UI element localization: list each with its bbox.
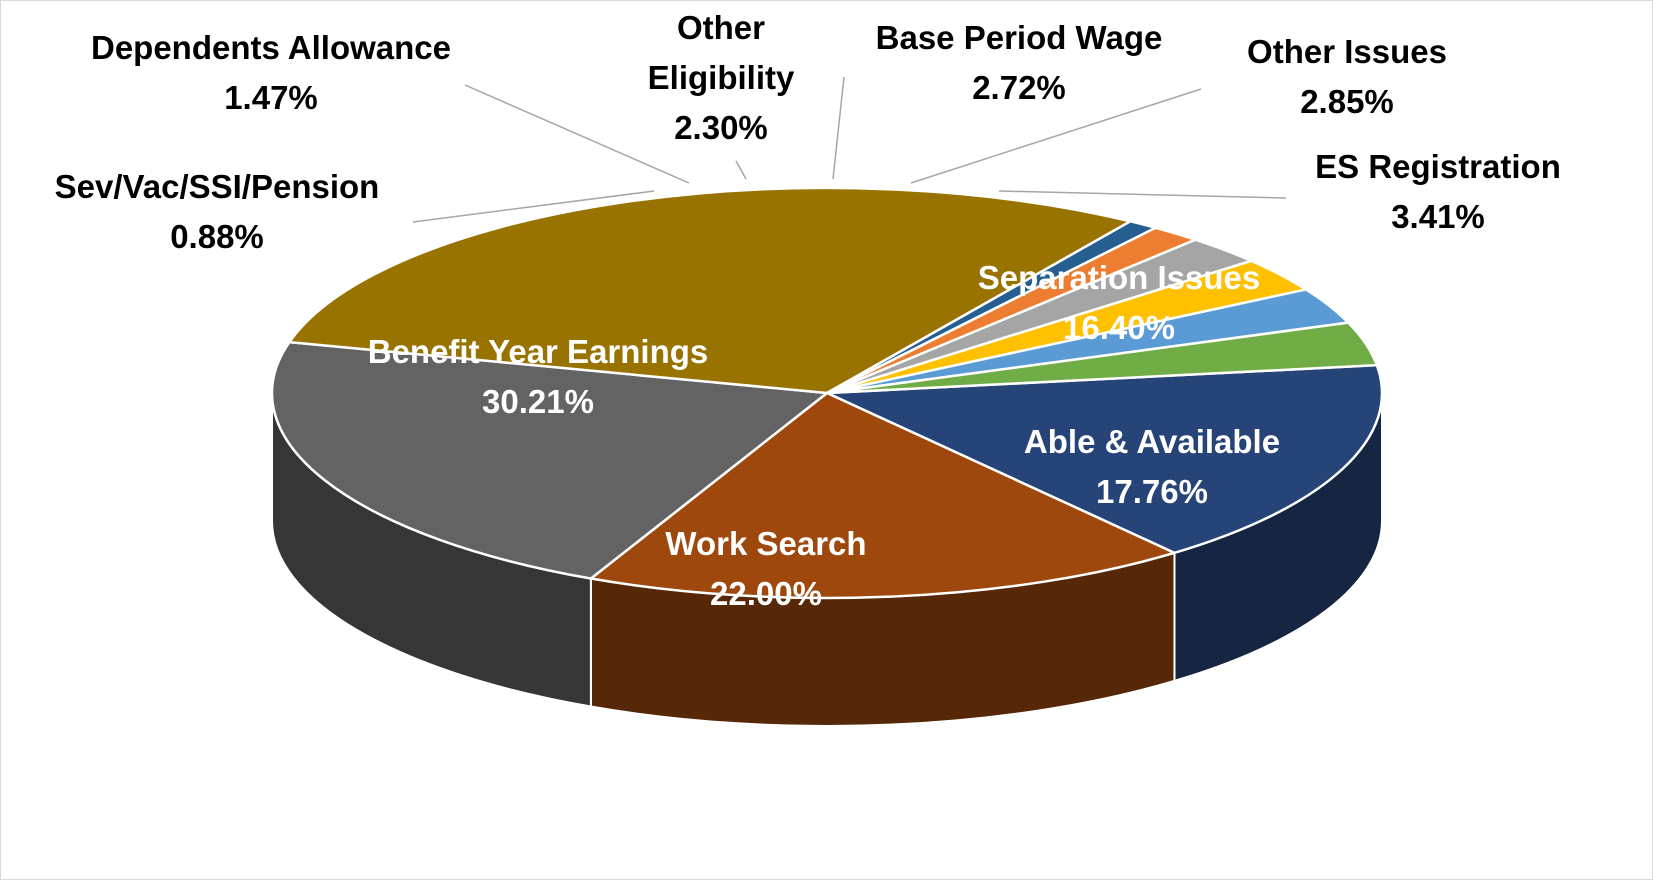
percentage-label: 2.30% (674, 109, 768, 146)
category-label: Base Period Wage (876, 19, 1163, 56)
data-label-sev-vac-ssi-pension: Sev/Vac/SSI/Pension 0.88% (55, 168, 380, 255)
pie-slice-es-registration (825, 321, 1379, 395)
category-label: ES Registration (1315, 148, 1561, 185)
percentage-label: 3.41% (1391, 198, 1485, 235)
category-label: Eligibility (648, 59, 795, 96)
category-label: Dependents Allowance (91, 29, 451, 66)
percentage-label: 16.40% (1063, 309, 1175, 346)
pie-slice-work-search (270, 340, 829, 580)
percentage-label: 22.00% (710, 575, 822, 612)
category-label: Sev/Vac/SSI/Pension (55, 168, 380, 205)
data-label-es-registration: ES Registration 3.41% (1315, 148, 1561, 235)
percentage-label: 17.76% (1096, 473, 1208, 510)
pie-slice-able-available (589, 391, 1176, 600)
leader-lines (412, 76, 1287, 223)
leader-line-dependents-allowance (464, 84, 690, 184)
data-label-other-eligibility: Other Eligibility 2.30% (648, 9, 795, 146)
category-label: Separation Issues (978, 259, 1260, 296)
percentage-label: 0.88% (170, 218, 264, 255)
category-label: Benefit Year Earnings (368, 333, 709, 370)
pie-slice-benefit-year-earnings (288, 186, 1132, 395)
percentage-label: 2.72% (972, 69, 1066, 106)
leader-line-other-eligibility (735, 160, 747, 180)
data-label-base-period-wage: Base Period Wage 2.72% (876, 19, 1163, 106)
data-labels: Separation Issues 16.40% Able & Available 1… (55, 9, 1561, 612)
leader-line-base-period-wage (832, 76, 845, 180)
data-label-dependents-allowance: Dependents Allowance 1.47% (91, 29, 451, 116)
pie-slice-separation-issues (825, 363, 1384, 555)
percentage-label: 30.21% (482, 383, 594, 420)
percentage-label: 2.85% (1300, 83, 1394, 120)
leader-line-other-issues (910, 88, 1202, 184)
leader-line-es-registration (998, 190, 1287, 199)
data-label-separation-issues: Separation Issues 16.40% (978, 259, 1260, 346)
data-label-work-search: Work Search 22.00% (665, 525, 866, 612)
category-label: Work Search (665, 525, 866, 562)
data-label-able-available: Able & Available 17.76% (1024, 423, 1280, 510)
pie-top (270, 186, 1384, 600)
leader-line-sev-vac-ssi-pension (412, 190, 655, 223)
data-label-benefit-year-earnings: Benefit Year Earnings 30.21% (368, 333, 709, 420)
category-label: Able & Available (1024, 423, 1280, 460)
category-label: Other Issues (1247, 33, 1447, 70)
category-label: Other (677, 9, 765, 46)
data-label-other-issues: Other Issues 2.85% (1247, 33, 1447, 120)
percentage-label: 1.47% (224, 79, 318, 116)
